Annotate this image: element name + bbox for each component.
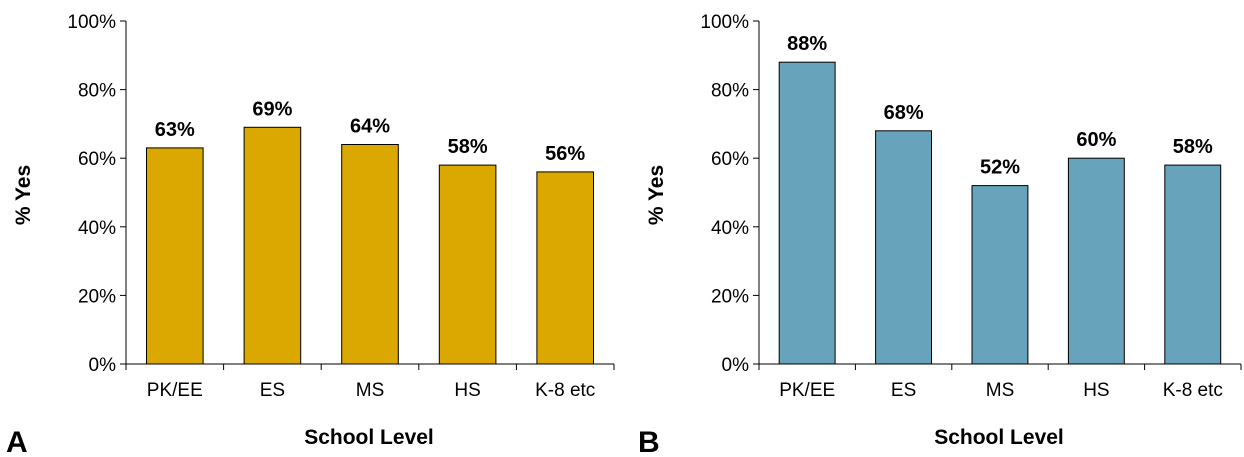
y-tick-label: 0% xyxy=(89,355,117,376)
panel-label: A xyxy=(6,426,28,457)
y-axis-title: % Yes xyxy=(12,165,35,225)
x-tick-label: PK/EE xyxy=(779,380,835,401)
bars-group xyxy=(146,126,595,365)
x-tick-label: K-8 etc xyxy=(535,380,595,401)
data-label: 88% xyxy=(787,33,827,55)
y-tick-label: 40% xyxy=(711,218,749,239)
data-label: 64% xyxy=(350,116,390,138)
x-tick-label: K-8 etc xyxy=(1163,380,1223,401)
y-tick-label: 0% xyxy=(722,355,750,376)
bar-pk-ee xyxy=(778,61,836,365)
x-tick-label: HS xyxy=(454,380,480,401)
data-label: 56% xyxy=(545,143,585,165)
x-tick-labels-group: PK/EE ES MS HS K-8 etc xyxy=(779,380,1223,401)
bar-k-8-etc xyxy=(1164,164,1222,365)
x-tick-label: PK/EE xyxy=(147,380,203,401)
bar-hs xyxy=(1067,157,1125,365)
axes-group xyxy=(120,20,615,370)
bar-es xyxy=(243,126,302,365)
y-tick-label: 100% xyxy=(67,12,116,33)
y-tick-label: 60% xyxy=(711,149,749,170)
chart-panel-a: 63% 69% 64% 58% 56% 0% 20% 40% 60% 80% 100% PK/EE… xyxy=(6,12,615,457)
y-tick-label: 100% xyxy=(700,12,749,33)
data-label: 60% xyxy=(1076,129,1116,151)
x-axis-title: School Level xyxy=(304,426,434,449)
y-tick-labels-group: 0% 20% 40% 60% 80% 100% xyxy=(700,12,749,376)
data-label: 58% xyxy=(448,136,488,158)
y-axis-title: % Yes xyxy=(645,165,668,225)
bar-hs xyxy=(438,164,497,365)
panel-label: B xyxy=(638,426,660,457)
y-tick-label: 80% xyxy=(78,81,116,102)
bar-k-8-etc xyxy=(536,171,595,365)
y-tick-label: 20% xyxy=(78,286,116,307)
chart-panel-b: 88% 68% 52% 60% 58% 0% 20% 40% 60% 80% 100% PK/EE… xyxy=(638,12,1242,457)
bars-group xyxy=(778,61,1222,365)
bar-ms xyxy=(341,144,399,365)
bar-pk-ee xyxy=(146,147,204,365)
bar-ms xyxy=(971,185,1029,365)
y-tick-label: 80% xyxy=(711,81,749,102)
data-labels-group: 88% 68% 52% 60% 58% xyxy=(787,33,1213,178)
y-tick-label: 20% xyxy=(711,286,749,307)
y-tick-label: 60% xyxy=(78,149,116,170)
data-label: 69% xyxy=(252,98,292,120)
x-tick-label: ES xyxy=(260,380,285,401)
y-tick-label: 40% xyxy=(78,218,116,239)
data-label: 68% xyxy=(884,102,924,124)
data-labels-group: 63% 69% 64% 58% 56% xyxy=(155,98,586,165)
x-tick-label: HS xyxy=(1083,380,1109,401)
x-axis-title: School Level xyxy=(934,426,1064,449)
y-tick-labels-group: 0% 20% 40% 60% 80% 100% xyxy=(67,12,116,376)
bar-es xyxy=(875,130,932,365)
data-label: 58% xyxy=(1173,136,1213,158)
x-tick-labels-group: PK/EE ES MS HS K-8 etc xyxy=(147,380,595,401)
axes-group xyxy=(753,20,1242,370)
x-tick-label: MS xyxy=(986,380,1015,401)
x-tick-label: MS xyxy=(356,380,385,401)
data-label: 52% xyxy=(980,157,1020,179)
x-tick-label: ES xyxy=(891,380,916,401)
data-label: 63% xyxy=(155,119,195,141)
